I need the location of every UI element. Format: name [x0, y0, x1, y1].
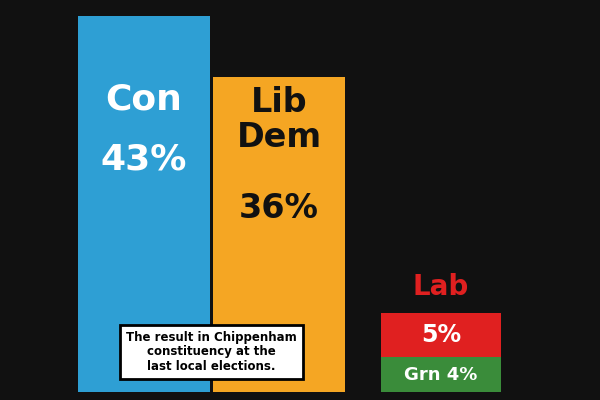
Text: Con: Con: [106, 83, 182, 117]
Text: Grn 4%: Grn 4%: [404, 366, 478, 384]
Text: The result in Chippenham
constituency at the
last local elections.: The result in Chippenham constituency at…: [126, 330, 297, 374]
Text: Lib
Dem: Lib Dem: [236, 86, 322, 154]
Bar: [381, 357, 501, 392]
Bar: [78, 16, 210, 392]
Text: 5%: 5%: [421, 323, 461, 347]
Bar: [213, 77, 345, 392]
Text: 43%: 43%: [101, 143, 187, 177]
Text: Lab: Lab: [413, 273, 469, 301]
Bar: [381, 313, 501, 357]
Text: 36%: 36%: [239, 192, 319, 224]
